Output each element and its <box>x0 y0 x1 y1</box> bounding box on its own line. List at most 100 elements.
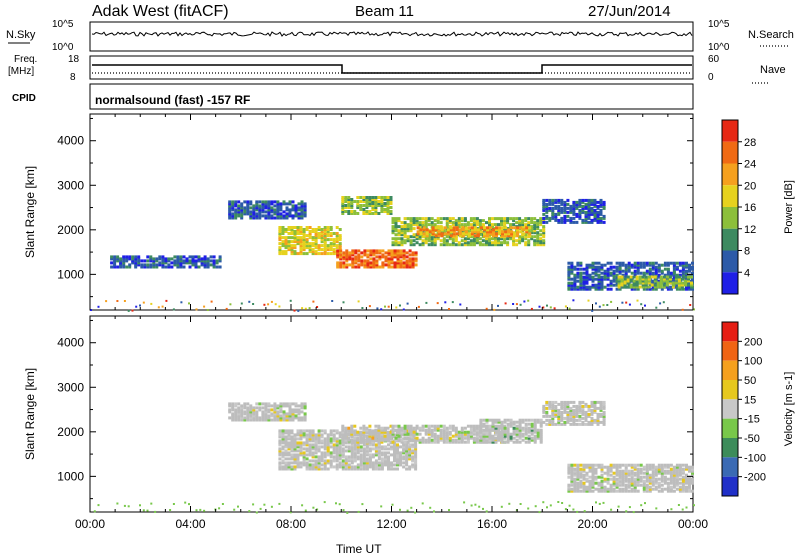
data-cell <box>657 481 661 485</box>
data-cell <box>351 251 355 255</box>
data-cell <box>412 227 416 231</box>
data-cell <box>624 263 628 267</box>
data-cell <box>545 406 549 410</box>
data-cell <box>276 418 280 422</box>
data-cell <box>300 410 304 414</box>
data-cell <box>393 453 396 457</box>
y-axis-label: Slant Range [km] <box>23 166 37 258</box>
data-cell <box>282 416 286 420</box>
data-cell <box>375 259 379 263</box>
data-cell <box>612 273 616 277</box>
data-cell <box>495 226 498 230</box>
data-cell <box>436 221 440 225</box>
data-cell <box>332 240 336 244</box>
data-cell <box>188 259 192 263</box>
data-cell <box>504 232 508 236</box>
data-cell <box>666 261 670 265</box>
data-cell <box>636 265 640 269</box>
data-cell <box>597 281 601 285</box>
data-cell <box>311 439 315 443</box>
data-cell <box>466 430 470 434</box>
data-cell <box>317 455 321 459</box>
data-cell <box>621 301 624 304</box>
data-cell <box>630 287 634 291</box>
data-cell <box>403 227 407 231</box>
data-cell <box>618 261 622 265</box>
data-cell <box>399 508 401 511</box>
data-cell <box>228 202 232 206</box>
data-cell <box>606 273 610 277</box>
data-cell <box>161 259 165 263</box>
data-cell <box>314 447 318 451</box>
data-cell <box>320 441 324 445</box>
data-cell <box>548 218 552 222</box>
data-cell <box>311 437 315 441</box>
data-cell <box>524 237 528 241</box>
data-cell <box>445 235 449 239</box>
data-cell <box>347 210 351 213</box>
data-cell <box>624 265 628 269</box>
data-cell <box>566 416 570 420</box>
colorbar-tick-label: 50 <box>744 375 756 387</box>
data-cell <box>677 279 681 283</box>
data-cell <box>472 237 476 241</box>
data-cell <box>299 248 303 252</box>
data-cell <box>578 410 582 414</box>
data-cell <box>681 308 684 311</box>
data-cell <box>512 426 516 430</box>
data-cell <box>536 430 540 434</box>
data-cell <box>246 408 250 412</box>
data-cell <box>167 265 171 269</box>
data-cell <box>362 428 366 432</box>
data-cell <box>554 206 558 210</box>
data-cell <box>374 202 378 205</box>
data-cell <box>579 469 583 473</box>
data-cell <box>591 463 595 467</box>
data-cell <box>338 443 342 447</box>
data-cell <box>497 424 501 428</box>
data-cell <box>332 238 336 242</box>
data-cell <box>621 269 625 273</box>
colorbar-tick-label: 24 <box>744 159 756 171</box>
data-cell <box>415 237 419 241</box>
data-cell <box>567 261 571 265</box>
data-cell <box>261 204 265 208</box>
data-cell <box>669 471 673 475</box>
data-cell <box>252 214 256 218</box>
data-cell <box>591 279 595 283</box>
data-cell <box>672 465 676 469</box>
data-cell <box>311 455 315 459</box>
x-tick-label: 16:00 <box>477 517 507 531</box>
data-cell <box>365 200 369 203</box>
data-cell <box>629 283 633 287</box>
data-cell <box>539 438 543 442</box>
data-cell <box>515 303 518 306</box>
data-cell <box>386 202 390 205</box>
data-cell <box>483 228 486 232</box>
data-cell <box>636 469 640 473</box>
data-cell <box>539 424 543 428</box>
data-cell <box>470 230 474 234</box>
data-cell <box>439 424 443 428</box>
data-cell <box>218 507 221 510</box>
data-cell <box>503 420 507 424</box>
data-cell <box>536 241 540 245</box>
data-cell <box>666 463 670 467</box>
data-cell <box>648 283 652 287</box>
data-cell <box>378 265 382 269</box>
x-tick-label: 20:00 <box>577 517 607 531</box>
data-cell <box>590 206 594 210</box>
data-cell <box>688 475 691 479</box>
data-cell <box>365 445 369 449</box>
data-cell <box>409 428 413 432</box>
data-cell <box>287 445 291 449</box>
data-cell <box>356 196 360 199</box>
data-cell <box>258 402 262 406</box>
data-cell <box>300 406 304 410</box>
data-cell <box>485 221 488 225</box>
y-axis-label: Slant Range [km] <box>23 368 37 460</box>
data-cell <box>521 438 525 442</box>
data-cell <box>488 217 491 221</box>
data-cell <box>353 447 357 451</box>
data-cell <box>255 511 258 514</box>
